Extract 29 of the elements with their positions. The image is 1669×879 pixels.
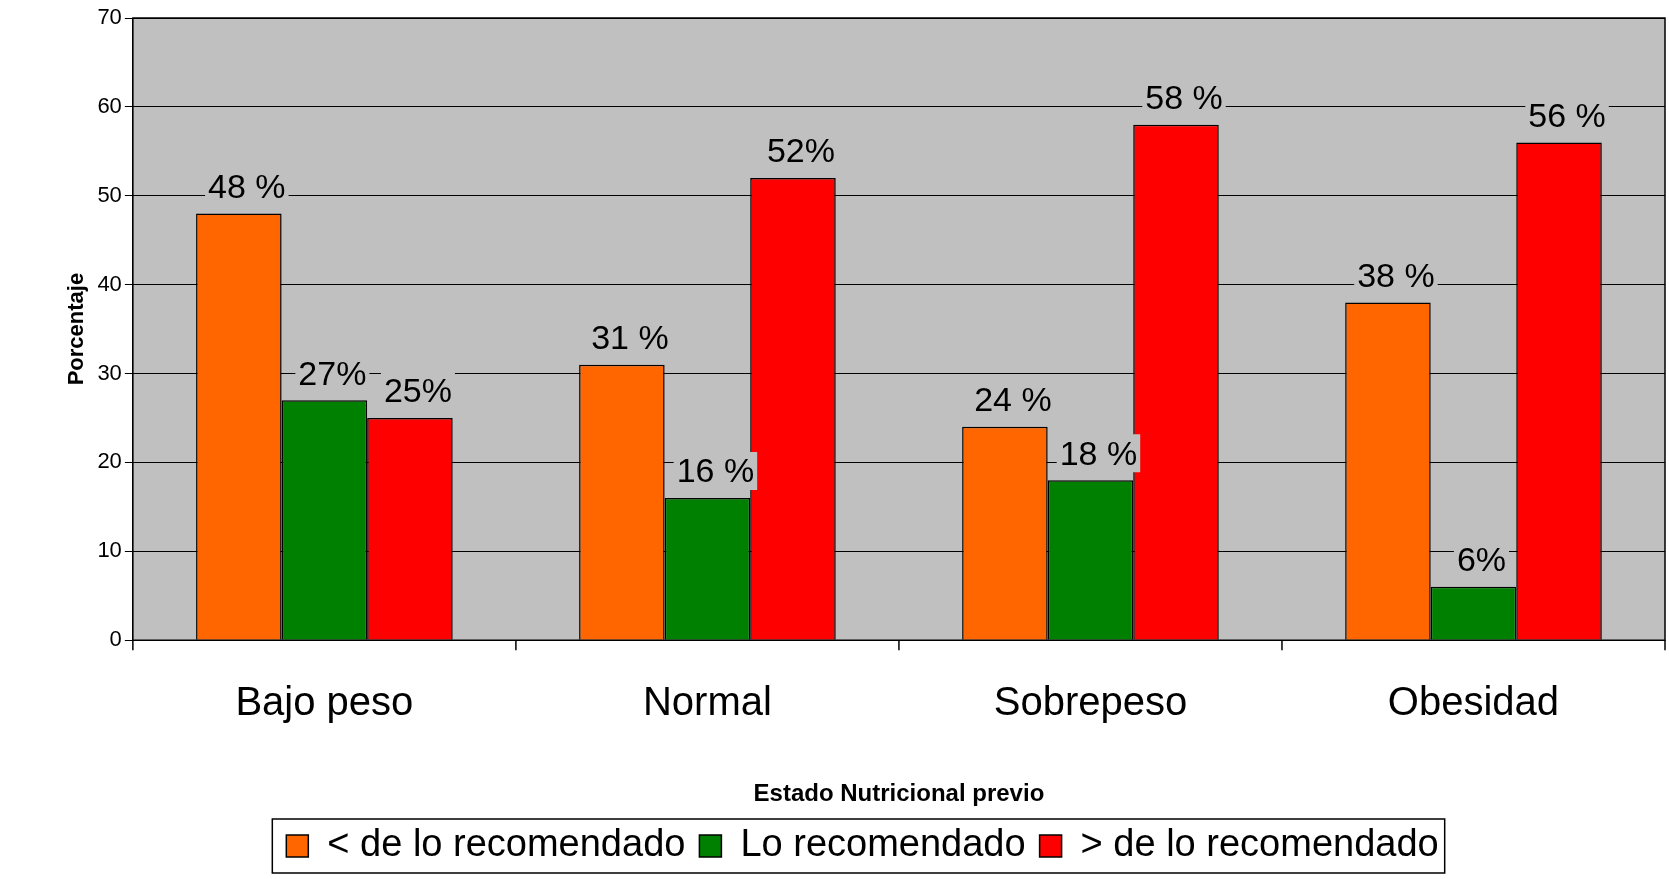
- legend-label: > de lo recomendado: [1080, 822, 1439, 865]
- data-label: 48 %: [208, 166, 286, 205]
- data-label: 25%: [383, 371, 452, 410]
- y-tick-label: 30: [97, 359, 122, 385]
- y-tick-label: 20: [97, 448, 122, 474]
- y-tick-label: 10: [97, 537, 122, 563]
- data-label: 24 %: [974, 380, 1052, 419]
- data-label: 18 %: [1059, 433, 1138, 472]
- x-tick-label: Normal: [642, 679, 772, 724]
- data-label: 56 %: [1528, 95, 1606, 134]
- x-tick-label: Sobrepeso: [993, 679, 1188, 724]
- y-tick-label: 0: [109, 626, 122, 652]
- legend-label: < de lo recomendado: [327, 822, 686, 865]
- data-label: 31 %: [591, 318, 669, 357]
- x-axis-title: Estado Nutricional previo: [753, 779, 1045, 807]
- data-label: 52%: [766, 131, 835, 170]
- legend-label: Lo recomendado: [740, 822, 1026, 865]
- data-label: 6%: [1456, 540, 1507, 579]
- data-label: 58 %: [1145, 78, 1223, 117]
- y-axis-title: Porcentaje: [63, 272, 89, 386]
- x-tick-label: Bajo peso: [235, 679, 414, 724]
- x-tick-label: Obesidad: [1387, 679, 1560, 724]
- y-tick-label: 60: [97, 92, 122, 118]
- y-tick-label: 40: [97, 270, 122, 296]
- data-label: 38 %: [1357, 255, 1435, 294]
- y-tick-label: 70: [97, 4, 122, 30]
- data-label: 27%: [298, 353, 367, 392]
- y-tick-label: 50: [97, 181, 122, 207]
- data-label: 16 %: [676, 451, 755, 490]
